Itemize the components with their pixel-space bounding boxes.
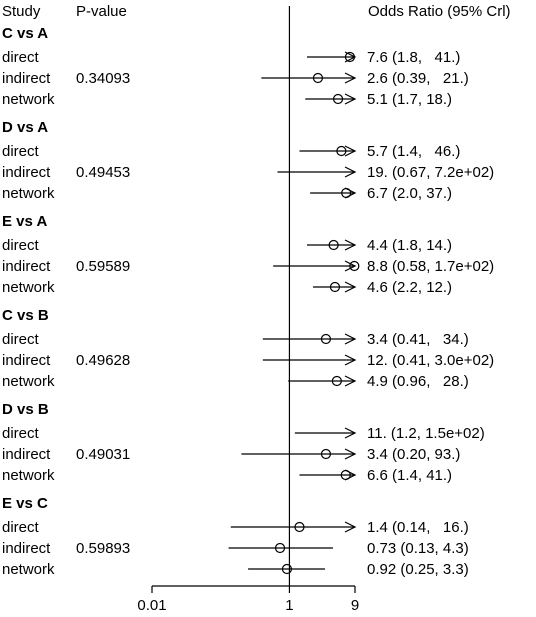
point-estimate — [328, 239, 339, 251]
pvalue-text: 0.49031 — [76, 446, 130, 463]
ci-arrowhead — [344, 166, 357, 178]
odds-ratio-text: 4.6 (2.2, 12.) — [367, 279, 452, 296]
pvalue-text: 0.59893 — [76, 540, 130, 557]
comparison-label: E vs A — [2, 213, 47, 230]
point-estimate — [312, 72, 324, 84]
evidence-type-label: indirect — [2, 164, 51, 181]
odds-ratio-text: 1.4 (0.14, 16.) — [367, 519, 469, 536]
ci-arrowhead — [344, 333, 357, 345]
point-estimate — [336, 145, 347, 157]
evidence-type-label: direct — [2, 49, 40, 66]
ci-arrowhead — [344, 72, 357, 84]
pvalue-text: 0.49628 — [76, 352, 130, 369]
evidence-type-label: direct — [2, 519, 40, 536]
ci-arrowhead — [344, 281, 357, 293]
odds-ratio-text: 0.73 (0.13, 4.3) — [367, 540, 469, 557]
odds-ratio-text: 0.92 (0.25, 3.3) — [367, 561, 469, 578]
evidence-type-label: direct — [2, 237, 40, 254]
ci-arrowhead — [344, 354, 357, 366]
evidence-type-label: indirect — [2, 540, 51, 557]
ci-arrowhead — [344, 375, 357, 387]
odds-ratio-text: 8.8 (0.58, 1.7e+02) — [367, 258, 494, 275]
evidence-type-label: direct — [2, 143, 40, 160]
pvalue-text: 0.34093 — [76, 70, 130, 87]
plot-area: 0.01 1 9 C vs A direct 7.6 (1.8, 41.) indirect… — [2, 6, 494, 614]
ci-arrowhead — [344, 521, 357, 533]
odds-ratio-text: 5.7 (1.4, 46.) — [367, 143, 460, 160]
comparison-label: E vs C — [2, 495, 48, 512]
evidence-type-label: network — [2, 373, 55, 390]
point-estimate — [332, 93, 344, 105]
ci-arrowhead — [344, 145, 357, 157]
odds-ratio-text: 6.7 (2.0, 37.) — [367, 185, 452, 202]
point-estimate — [274, 542, 286, 554]
evidence-type-label: indirect — [2, 352, 51, 369]
evidence-type-label: network — [2, 561, 55, 578]
odds-ratio-text: 12. (0.41, 3.0e+02) — [367, 352, 494, 369]
odds-ratio-text: 7.6 (1.8, 41.) — [367, 49, 460, 66]
x-tick-label: 0.01 — [137, 597, 166, 614]
ci-arrowhead — [344, 187, 357, 199]
evidence-type-label: indirect — [2, 446, 51, 463]
evidence-type-label: network — [2, 185, 55, 202]
pvalue-text: 0.59589 — [76, 258, 130, 275]
point-estimate — [281, 563, 293, 575]
odds-ratio-text: 6.6 (1.4, 41.) — [367, 467, 452, 484]
evidence-type-label: network — [2, 467, 55, 484]
header-study: Study — [2, 3, 41, 20]
odds-ratio-text: 3.4 (0.20, 93.) — [367, 446, 460, 463]
odds-ratio-text: 4.9 (0.96, 28.) — [367, 373, 469, 390]
evidence-type-label: indirect — [2, 258, 51, 275]
point-estimate — [349, 260, 360, 272]
evidence-type-label: direct — [2, 331, 40, 348]
comparison-label: D vs A — [2, 119, 48, 136]
point-estimate — [341, 187, 352, 199]
x-tick-label: 9 — [351, 597, 359, 614]
point-estimate — [320, 333, 332, 345]
point-estimate — [331, 375, 342, 387]
odds-ratio-text: 3.4 (0.41, 34.) — [367, 331, 469, 348]
point-estimate — [340, 469, 351, 481]
header-pvalue: P-value — [76, 3, 127, 20]
comparison-label: C vs B — [2, 307, 49, 324]
pvalue-text: 0.49453 — [76, 164, 130, 181]
point-estimate — [320, 448, 332, 460]
odds-ratio-text: 11. (1.2, 1.5e+02) — [367, 425, 485, 442]
ci-arrowhead — [344, 260, 357, 272]
ci-arrowhead — [344, 239, 357, 251]
evidence-type-label: direct — [2, 425, 40, 442]
odds-ratio-text: 5.1 (1.7, 18.) — [367, 91, 452, 108]
comparison-label: C vs A — [2, 25, 48, 42]
comparison-label: D vs B — [2, 401, 49, 418]
point-estimate — [344, 51, 356, 63]
odds-ratio-text: 4.4 (1.8, 14.) — [367, 237, 452, 254]
x-tick-label: 1 — [285, 597, 293, 614]
evidence-type-label: network — [2, 91, 55, 108]
odds-ratio-text: 2.6 (0.39, 21.) — [367, 70, 469, 87]
ci-arrowhead — [344, 427, 357, 439]
ci-arrowhead — [344, 448, 357, 460]
odds-ratio-text: 19. (0.67, 7.2e+02) — [367, 164, 494, 181]
evidence-type-label: indirect — [2, 70, 51, 87]
point-estimate — [329, 281, 341, 293]
point-estimate — [294, 521, 305, 533]
header-odds-ratio: Odds Ratio (95% Crl) — [368, 3, 511, 20]
evidence-type-label: network — [2, 279, 55, 296]
ci-arrowhead — [344, 93, 357, 105]
